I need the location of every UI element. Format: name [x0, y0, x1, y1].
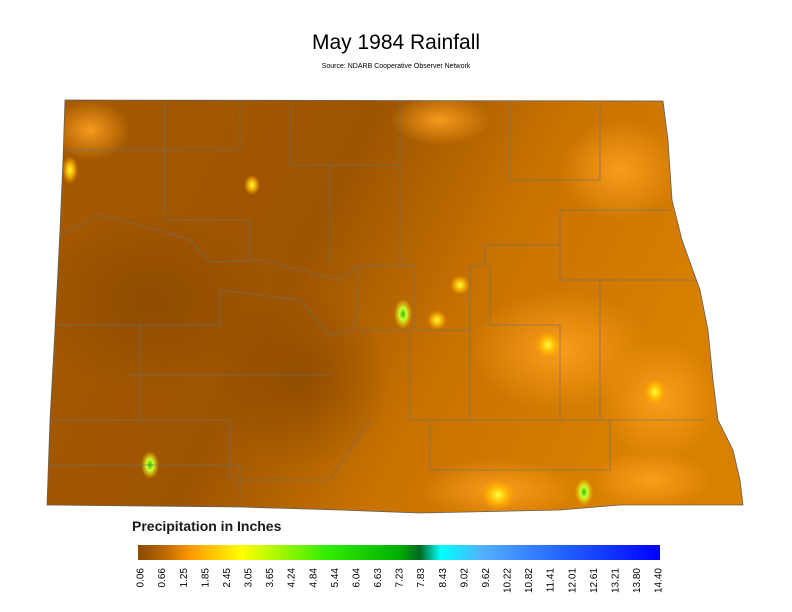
legend-tick-label: 0.66 [157, 568, 168, 588]
rainfall-map [47, 100, 743, 513]
legend-tick-label: 2.45 [222, 568, 233, 588]
legend-tick-label: 4.24 [287, 568, 298, 588]
legend-ticks: 0.06 0.66 1.25 1.85 2.45 3.05 3.65 4.24 4.84 5.44… [136, 568, 665, 593]
legend-tick-label: 1.85 [200, 568, 211, 588]
legend-tick-label: 0.06 [136, 568, 147, 588]
legend-tick-label: 13.80 [632, 568, 643, 593]
legend-tick-label: 7.83 [416, 568, 427, 588]
legend-tick-label: 12.61 [589, 568, 600, 593]
legend-tick-label: 5.44 [330, 568, 341, 588]
legend-tick-label: 6.04 [351, 568, 362, 588]
legend-tick-label: 3.65 [265, 568, 276, 588]
legend-tick-label: 13.21 [610, 568, 621, 593]
map-title: May 1984 Rainfall [312, 31, 480, 54]
legend-tick-label: 4.84 [308, 568, 319, 588]
legend-tick-label: 8.43 [438, 568, 449, 588]
legend-tick-label: 10.22 [503, 568, 514, 593]
map-subtitle: Source: NDARB Cooperative Observer Netwo… [322, 63, 471, 70]
legend-tick-label: 14.40 [654, 568, 665, 593]
legend-tick-label: 12.01 [567, 568, 578, 593]
legend-title: Precipitation in Inches [132, 518, 282, 534]
legend-tick-label: 3.05 [244, 568, 255, 588]
legend-tick-label: 9.02 [459, 568, 470, 588]
legend-tick-label: 9.62 [481, 568, 492, 588]
legend-tick-label: 1.25 [179, 568, 190, 588]
legend-tick-label: 6.63 [373, 568, 384, 588]
color-scale [138, 545, 660, 560]
legend-tick-label: 10.82 [524, 568, 535, 593]
legend-tick-label: 11.41 [546, 568, 557, 593]
legend-tick-label: 7.23 [395, 568, 406, 588]
